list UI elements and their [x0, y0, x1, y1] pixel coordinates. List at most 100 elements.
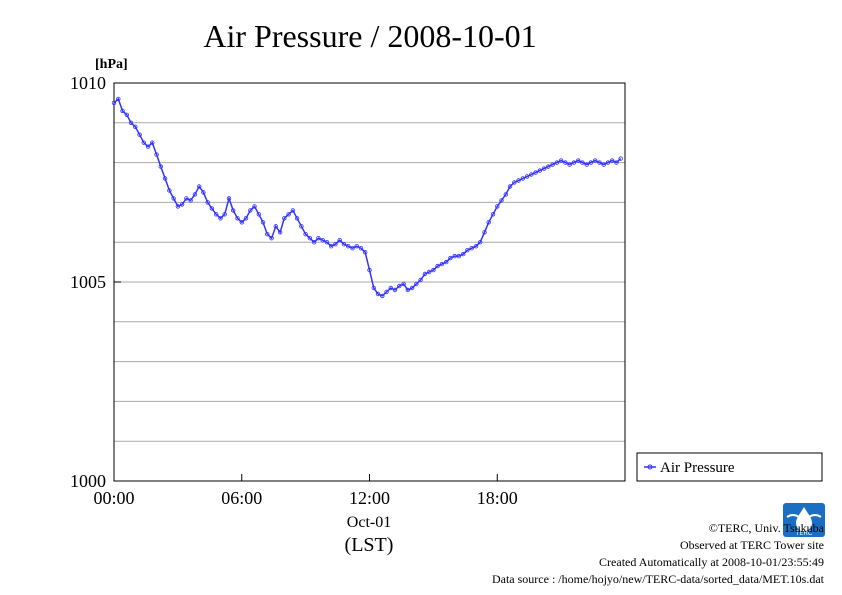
data-point	[384, 289, 389, 295]
data-point	[158, 164, 163, 169]
data-point	[235, 216, 240, 221]
data-point	[580, 160, 585, 165]
data-point	[256, 212, 261, 217]
data-point	[418, 277, 423, 283]
data-point	[209, 206, 215, 211]
data-point	[512, 180, 517, 185]
data-point	[397, 283, 402, 289]
data-point	[473, 243, 479, 249]
data-point	[145, 144, 151, 149]
y-tick-label: 1000	[70, 471, 106, 491]
data-point	[576, 158, 581, 163]
data-point	[524, 174, 530, 179]
data-point	[367, 267, 372, 273]
data-point	[610, 158, 615, 163]
data-point	[239, 220, 244, 225]
data-point	[482, 230, 487, 235]
data-point	[230, 208, 236, 213]
data-point	[346, 243, 351, 249]
data-point	[503, 192, 508, 197]
data-point	[188, 198, 193, 203]
data-point	[311, 239, 317, 245]
data-point	[490, 212, 496, 217]
data-point	[593, 158, 598, 163]
series-line	[113, 97, 622, 297]
data-point	[499, 198, 504, 203]
chart-title: Air Pressure / 2008-10-01	[203, 18, 536, 54]
data-point	[605, 160, 611, 165]
y-axis: 1000 1005 1010	[70, 73, 121, 491]
data-point	[426, 269, 432, 275]
data-point	[286, 212, 291, 217]
data-point	[507, 184, 513, 189]
data-point	[571, 160, 577, 165]
data-point	[601, 162, 606, 167]
data-point	[444, 259, 449, 265]
x-axis-unit-label: (LST)	[345, 534, 394, 556]
y-axis-unit-label: [hPa]	[95, 57, 128, 72]
data-point	[128, 120, 134, 125]
data-point	[456, 253, 462, 259]
data-point	[162, 176, 168, 181]
data-point	[205, 200, 210, 205]
data-point	[248, 208, 253, 213]
data-point	[269, 235, 274, 241]
terc-logo: TERC	[783, 503, 825, 537]
data-point	[363, 249, 368, 255]
data-point	[380, 293, 385, 299]
data-point	[124, 112, 129, 117]
data-point	[222, 212, 227, 217]
data-point	[184, 196, 189, 201]
data-point	[584, 162, 589, 167]
x-tick-label: 12:00	[349, 488, 390, 508]
data-point	[618, 156, 623, 161]
data-point	[299, 224, 304, 229]
data-point	[192, 192, 198, 197]
data-point	[320, 237, 325, 243]
data-point	[213, 212, 219, 217]
data-point	[375, 291, 381, 297]
data-point	[337, 237, 342, 243]
data-point	[435, 263, 440, 269]
data-point	[354, 243, 359, 249]
x-tick-label: 00:00	[93, 488, 134, 508]
data-point	[401, 281, 406, 287]
data-point	[550, 162, 555, 167]
data-point	[218, 216, 223, 221]
data-point	[529, 172, 534, 177]
data-point	[290, 208, 296, 213]
data-point	[478, 239, 483, 245]
data-point	[116, 96, 121, 102]
legend-marker-swatch	[647, 464, 653, 470]
data-point	[277, 230, 283, 235]
x-axis-date-label: Oct-01	[347, 514, 391, 531]
gridlines	[114, 122, 625, 442]
data-point	[431, 267, 436, 273]
footer-created: Created Automatically at 2008-10-01/23:5…	[599, 555, 824, 569]
data-point	[414, 281, 419, 287]
footer-data-source: Data source : /home/hojyo/new/TERC-data/…	[491, 572, 824, 586]
data-point	[461, 251, 466, 257]
data-point	[371, 285, 376, 291]
x-tick-label: 06:00	[221, 488, 262, 508]
data-point	[201, 190, 206, 195]
footer-copyright: ©TERC, Univ. Tsukuba	[708, 521, 824, 535]
data-point	[150, 140, 155, 145]
legend-label: Air Pressure	[660, 460, 735, 476]
data-point	[597, 160, 602, 165]
data-point	[567, 162, 572, 167]
data-point	[303, 231, 308, 237]
data-point	[439, 261, 445, 267]
data-point	[137, 132, 142, 137]
data-point	[329, 243, 334, 249]
data-point	[307, 235, 313, 241]
data-point	[554, 160, 560, 165]
series-air-pressure	[111, 96, 623, 299]
data-point	[388, 285, 393, 291]
data-point	[465, 247, 470, 253]
data-point	[448, 255, 453, 261]
data-point	[265, 231, 270, 237]
data-point	[171, 196, 176, 201]
data-point	[175, 204, 181, 209]
